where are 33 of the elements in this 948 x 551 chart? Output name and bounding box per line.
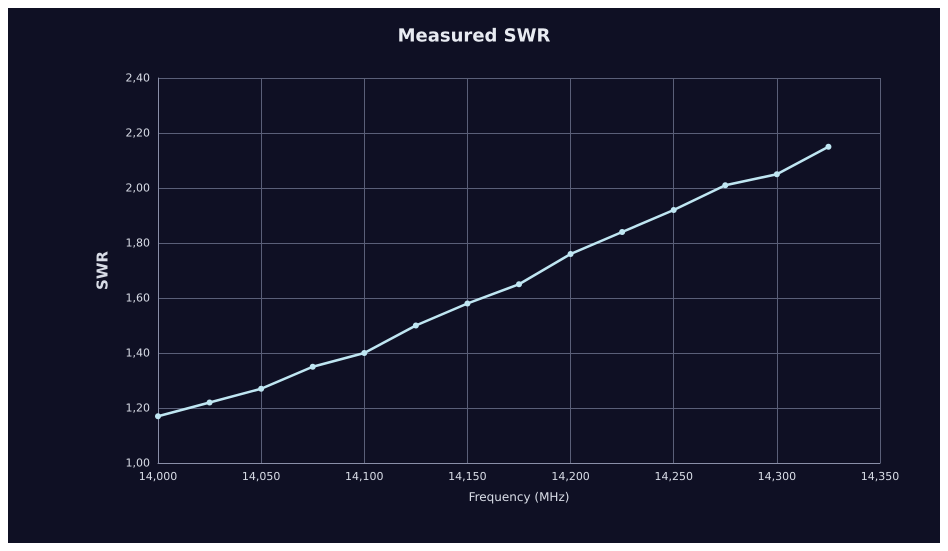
y-axis-title: SWR [94,250,112,290]
point [825,144,832,150]
point [619,229,626,235]
y-tick-label: 1,40 [126,346,150,360]
point [412,322,419,328]
point [310,364,316,370]
point [464,300,470,306]
x-tick-label: 14,200 [551,470,590,483]
point [361,350,368,356]
x-tick-label: 14,250 [654,470,693,483]
x-tick-label: 14,050 [242,470,280,483]
point [258,386,264,392]
x-tick-label: 14,350 [860,470,900,483]
y-tick-label: 1,80 [126,236,150,250]
point [670,207,677,213]
x-tick-label: 14,300 [758,470,796,483]
point [516,281,522,288]
y-tick-label: 2,00 [126,182,150,194]
x-axis-title: Frequency (MHz) [468,490,570,504]
point [206,400,213,406]
y-tick-label: 2,20 [126,126,150,140]
x-tick-label: 14,100 [345,470,384,483]
chart-title: Measured SWR [398,26,550,46]
y-tick-label: 1,20 [126,402,150,414]
y-tick-label: 2,40 [126,72,150,84]
point [774,171,780,178]
point [155,413,161,420]
y-tick-label: 1,00 [126,456,150,470]
point [722,182,728,188]
x-tick-label: 14,150 [448,470,487,483]
point [568,251,574,257]
x-tick-label: 14,000 [138,470,178,483]
y-tick-label: 1,60 [126,292,150,304]
